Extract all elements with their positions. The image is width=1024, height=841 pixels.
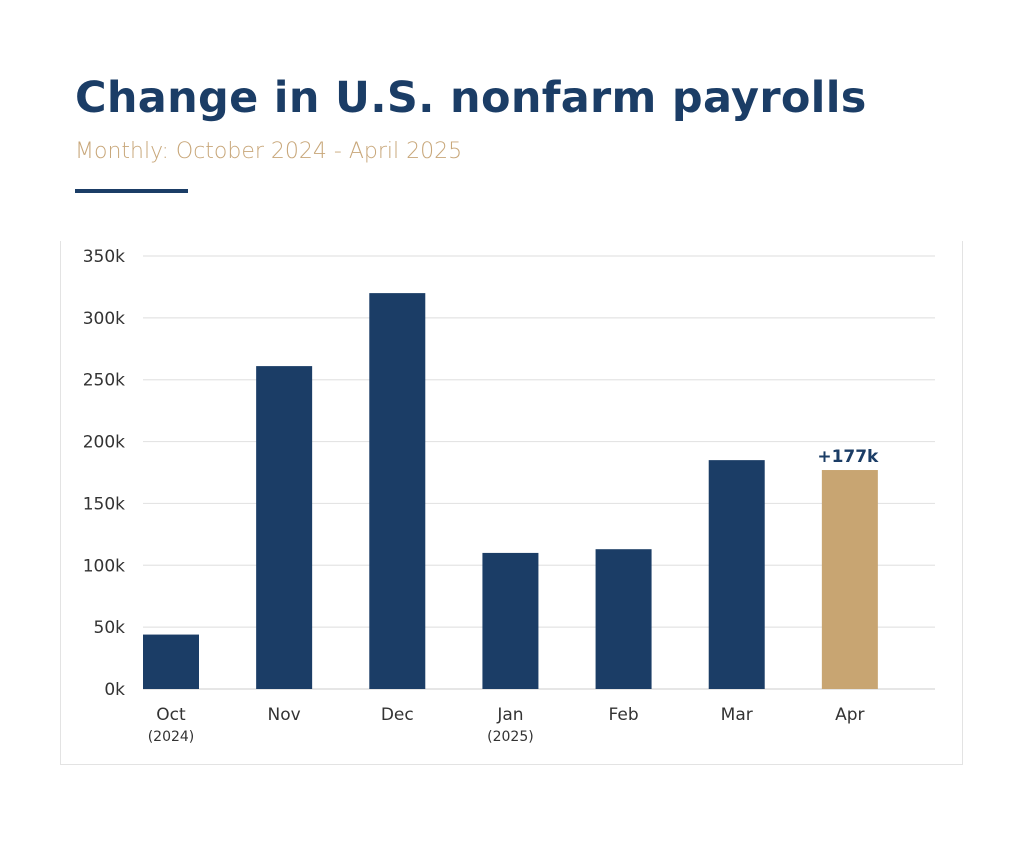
bar-apr <box>821 470 878 689</box>
bar-jan <box>482 552 539 689</box>
bar-dec <box>369 293 426 689</box>
y-tick-label: 0k <box>104 680 125 700</box>
y-tick-label: 250k <box>83 371 125 391</box>
title-underline <box>75 189 188 193</box>
y-axis-ticks: 0k 50k 100k 150k 200k 250k 300k 350k <box>83 247 125 700</box>
x-tick-label: Feb <box>609 705 639 725</box>
data-label: +177k <box>817 447 879 467</box>
x-tick-label: Oct <box>156 705 186 725</box>
x-axis-ticks: Oct (2024) Nov Dec Jan (2025) Feb Mar Apr <box>148 705 865 745</box>
bar-oct <box>143 634 199 689</box>
x-tick-label: Dec <box>381 705 414 725</box>
x-tick-label: Apr <box>835 705 864 725</box>
bar-nov <box>256 366 313 689</box>
chart-subtitle: Monthly: October 2024 - April 2025 <box>75 139 463 164</box>
y-tick-label: 350k <box>83 247 125 267</box>
x-tick-label: Jan <box>496 705 523 725</box>
data-labels: +177k <box>817 447 879 467</box>
chart-frame <box>60 241 963 765</box>
x-tick-sublabel: (2025) <box>487 729 534 745</box>
x-tick-label: Nov <box>268 705 301 725</box>
y-tick-label: 200k <box>83 433 125 453</box>
bar-mar <box>708 460 765 689</box>
bars <box>143 293 878 689</box>
y-tick-label: 150k <box>83 494 125 514</box>
y-tick-label: 300k <box>83 309 125 329</box>
x-tick-sublabel: (2024) <box>148 729 195 745</box>
x-tick-label: Mar <box>721 705 753 725</box>
bar-feb <box>595 549 652 689</box>
y-tick-label: 100k <box>83 556 125 576</box>
chart-title: Change in U.S. nonfarm payrolls <box>75 73 867 123</box>
y-tick-label: 50k <box>94 618 126 638</box>
